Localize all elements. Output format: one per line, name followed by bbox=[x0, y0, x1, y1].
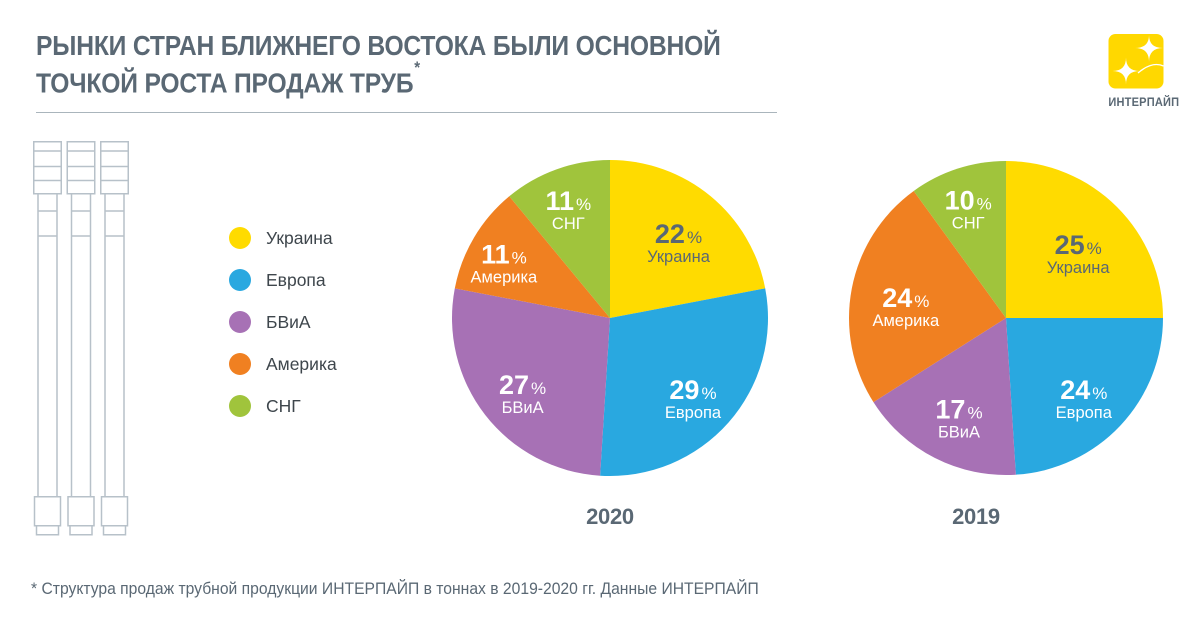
legend-swatch bbox=[229, 227, 251, 249]
legend-item-ukraine: Украина bbox=[229, 227, 337, 249]
pie-slice-Европа bbox=[1006, 318, 1163, 475]
legend-label: БВиА bbox=[266, 311, 311, 332]
legend-label: Европа bbox=[266, 269, 326, 290]
pie-slice-СНГ bbox=[509, 160, 610, 318]
pie-value-label: 17% bbox=[935, 394, 982, 424]
pie-slice-БВиА bbox=[452, 288, 610, 476]
pie-category-label: Украина bbox=[1047, 259, 1111, 277]
pie-category-label: Украина bbox=[647, 248, 711, 266]
title-line-1: РЫНКИ СТРАН БЛИЖНЕГО ВОСТОКА БЫЛИ ОСНОВН… bbox=[36, 30, 721, 61]
logo: ИНТЕРПАЙП bbox=[1106, 33, 1180, 109]
pie-slice-Украина bbox=[1006, 161, 1163, 318]
pie-value-label: 25% bbox=[1055, 230, 1102, 260]
pipes-illustration-icon bbox=[33, 141, 129, 536]
pie-slice-Америка bbox=[849, 190, 1006, 403]
title-line-2: ТОЧКОЙ РОСТА ПРОДАЖ ТРУБ bbox=[36, 67, 414, 99]
pie-category-label: Европа bbox=[665, 404, 722, 422]
pie-value-label: 29% bbox=[669, 375, 716, 405]
pie-category-label: БВиА bbox=[938, 423, 980, 441]
legend-item-america: Америка bbox=[229, 353, 337, 375]
title-asterisk: * bbox=[414, 58, 420, 77]
footnote: * Структура продаж трубной продукции ИНТ… bbox=[31, 580, 759, 598]
pie-category-label: СНГ bbox=[552, 215, 585, 233]
pie-value-label: 11% bbox=[545, 186, 591, 216]
pie-value-label: 27% bbox=[499, 370, 546, 400]
legend-item-cis: СНГ bbox=[229, 395, 337, 417]
legend-label: СНГ bbox=[266, 395, 301, 416]
chart-year-label-2020: 2020 bbox=[586, 504, 634, 529]
pie-slice-Украина bbox=[610, 160, 766, 318]
legend-swatch bbox=[229, 353, 251, 375]
pie-slice-СНГ bbox=[913, 161, 1006, 318]
interpipe-logo-icon bbox=[1108, 34, 1164, 89]
legend-swatch bbox=[229, 311, 251, 333]
legend-label: Украина bbox=[266, 227, 333, 248]
pie-slice-Европа bbox=[600, 288, 768, 477]
pie-category-label: Америка bbox=[471, 268, 539, 286]
pie-slice-Америка bbox=[454, 196, 610, 318]
pie-value-label: 10% bbox=[945, 186, 992, 216]
pie-value-label: 24% bbox=[1060, 375, 1107, 405]
logo-text: ИНТЕРПАЙП bbox=[1108, 95, 1180, 109]
legend-item-bvia: БВиА bbox=[229, 311, 337, 333]
pipe-icon bbox=[33, 141, 62, 536]
pie-category-label: Европа bbox=[1056, 404, 1113, 422]
legend-swatch bbox=[229, 269, 251, 291]
pie-category-label: БВиА bbox=[502, 399, 544, 417]
page-title: РЫНКИ СТРАН БЛИЖНЕГО ВОСТОКА БЫЛИ ОСНОВН… bbox=[36, 30, 721, 98]
pie-value-label: 24% bbox=[882, 283, 929, 313]
pipe-icon bbox=[100, 141, 129, 536]
pie-category-label: Америка bbox=[872, 312, 940, 330]
pipe-icon bbox=[66, 141, 96, 536]
pie-value-label: 11% bbox=[481, 239, 527, 269]
legend: Украина Европа БВиА Америка СНГ bbox=[229, 227, 337, 437]
legend-item-europe: Европа bbox=[229, 269, 337, 291]
legend-swatch bbox=[229, 395, 251, 417]
pie-value-label: 22% bbox=[655, 219, 702, 249]
pie-category-label: СНГ bbox=[952, 215, 985, 233]
legend-label: Америка bbox=[266, 353, 337, 374]
chart-year-label-2019: 2019 bbox=[952, 504, 1000, 529]
divider-line bbox=[36, 112, 777, 113]
pie-slice-БВиА bbox=[873, 318, 1016, 475]
